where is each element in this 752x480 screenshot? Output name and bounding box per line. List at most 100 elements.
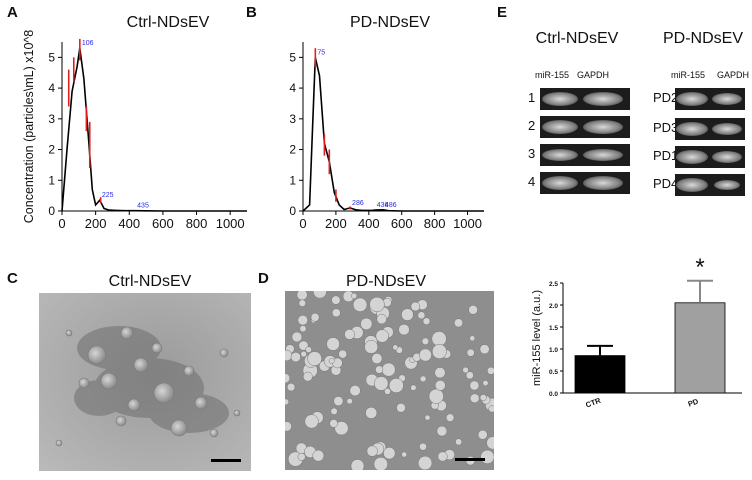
x-tick-label: 800	[424, 216, 446, 231]
nta-chart-ctrl: 0 200 400 600 800 1000 0 1 2 3 4 5 Concentration (pa…	[22, 30, 247, 231]
vesicle	[401, 451, 408, 458]
blot-right-bands	[675, 84, 745, 196]
data-line	[61, 47, 247, 212]
y-tick-label: 3	[48, 112, 55, 126]
x-tick-label: PD	[687, 396, 700, 408]
peak-label: 106	[82, 40, 94, 47]
vesicle	[428, 388, 444, 404]
y-tick-label: 1.0	[549, 347, 558, 354]
panel-letter-a: A	[7, 4, 18, 21]
data-line	[302, 57, 484, 212]
blot-right-col-gapdh: GAPDH	[717, 70, 750, 80]
x-tick-label: 600	[152, 216, 174, 231]
vesicle	[482, 380, 489, 387]
scale-bar	[455, 458, 485, 461]
x-tick-label: 200	[85, 216, 107, 231]
vesicle	[307, 351, 322, 366]
vesicle	[352, 297, 368, 312]
vesicle	[371, 353, 383, 364]
vesicle	[454, 318, 463, 328]
vesicle	[333, 396, 344, 407]
vesicle	[298, 299, 306, 307]
em-image-ctrl	[39, 293, 251, 471]
panel-c-title: Ctrl-NDsEV	[108, 273, 192, 290]
vesicle	[392, 344, 399, 351]
x-tick-label: 1000	[216, 216, 245, 231]
x-tick-label: 200	[325, 216, 347, 231]
vesicle	[334, 421, 349, 436]
vesicle	[290, 352, 301, 363]
blot-right-title: PD-NDsEV	[662, 30, 743, 47]
vesicle	[469, 380, 480, 391]
blot-row-label: PD2	[653, 90, 679, 105]
vesicle	[365, 406, 378, 419]
vesicle	[351, 292, 358, 299]
vesicle	[299, 325, 307, 333]
vesicle	[487, 366, 494, 375]
blot-left-title: Ctrl-NDsEV	[535, 30, 619, 47]
vesicle	[291, 331, 303, 343]
vesicle	[305, 346, 312, 353]
vesicle	[304, 414, 319, 429]
vesicle	[480, 449, 494, 464]
vesicle	[376, 313, 387, 325]
vesicle	[375, 329, 389, 343]
y-tick-label: 5	[289, 50, 296, 64]
vesicle	[338, 349, 348, 359]
y-axis-label: Concentration (particles\mL) x10^8	[22, 30, 36, 223]
panel-letter-d: D	[258, 270, 269, 287]
vesicle	[310, 312, 320, 322]
panel-letter-c: C	[7, 270, 18, 287]
vesicle	[312, 291, 327, 299]
x-tick-label: 800	[186, 216, 208, 231]
y-tick-label: 1.5	[549, 325, 558, 332]
vesicle	[479, 344, 490, 355]
x-tick-label: 0	[58, 216, 65, 231]
y-tick-label: 0	[48, 204, 55, 218]
y-tick-label: 1	[289, 173, 296, 187]
mir155-bar-chart: 0.0 0.5 1.0 1.5 2.0 2.5 miR-155 level (a.u.) CT…	[531, 254, 742, 410]
scale-bar	[211, 459, 241, 462]
vesicle	[469, 335, 476, 342]
vesicle	[410, 301, 421, 312]
panel-letter-e: E	[497, 4, 508, 21]
vesicle	[418, 348, 432, 362]
vesicle	[396, 403, 406, 413]
y-tick-label: 0.0	[549, 391, 558, 398]
blot-row-label: PD4	[653, 176, 679, 191]
vesicle	[344, 329, 355, 340]
blot-left-col-mir155: miR-155	[535, 70, 570, 80]
vesicle	[437, 451, 448, 462]
peak-label: 225	[102, 192, 114, 199]
vesicle	[417, 455, 433, 470]
vesicle	[488, 405, 494, 413]
x-tick-label: 600	[391, 216, 413, 231]
blot-row-label: PD3	[653, 120, 679, 135]
panel-d-title: PD-NDsEV	[345, 273, 426, 290]
bar	[574, 355, 626, 394]
vesicle	[468, 305, 478, 315]
vesicle	[384, 388, 391, 395]
vesicle	[401, 308, 414, 321]
y-tick-label: 2	[289, 143, 296, 157]
vesicle	[329, 419, 338, 428]
vesicle	[486, 436, 494, 450]
vesicle	[477, 429, 488, 440]
vesicle	[366, 445, 378, 457]
vesicle	[312, 449, 325, 462]
vesicle	[349, 385, 361, 397]
vesicle	[369, 296, 385, 313]
vesicle	[326, 337, 340, 351]
peak-label: 75	[317, 49, 325, 56]
panel-b-title: PD-NDsEV	[349, 14, 430, 31]
vesicle	[445, 413, 455, 422]
vesicle	[285, 421, 292, 432]
x-tick-label: 0	[299, 216, 306, 231]
blot-left-col-gapdh: GAPDH	[577, 70, 610, 80]
peak-label: 436	[377, 202, 389, 209]
vesicle	[381, 362, 396, 377]
vesicle	[466, 348, 475, 357]
blot-row-label: 3	[528, 146, 536, 161]
y-tick-label: 1	[48, 173, 55, 187]
peak-label: 435	[137, 203, 149, 210]
